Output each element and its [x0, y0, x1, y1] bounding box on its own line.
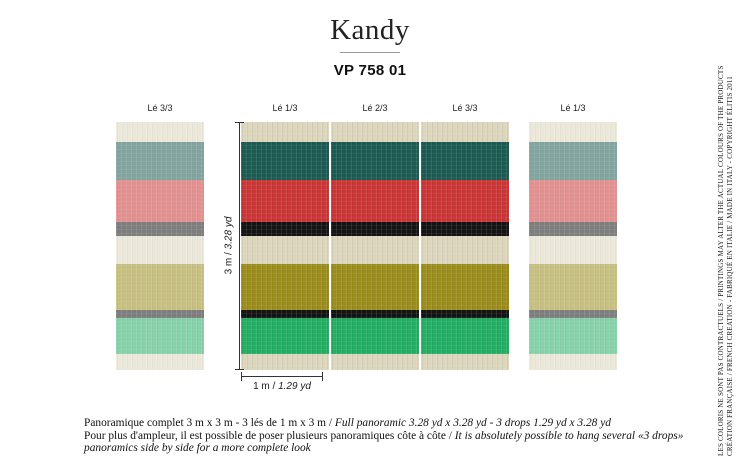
stripe-cream [529, 122, 617, 142]
panel-label-drop-1: Lé 1/3 [272, 103, 298, 113]
stripe-green [241, 318, 329, 354]
stripe-cream [421, 236, 509, 264]
stripe-cream [331, 236, 419, 264]
stripe-green [331, 318, 419, 354]
weave-texture [529, 122, 617, 370]
stripe-red [421, 180, 509, 222]
stripe-black [241, 310, 329, 318]
stripe-cream [241, 354, 329, 370]
stripe-teal [529, 142, 617, 180]
stripe-cream [241, 122, 329, 142]
wallpaper-panel-left-repeat [116, 122, 204, 370]
stripe-teal [331, 142, 419, 180]
stripe-black [331, 222, 419, 236]
stripe-cream [529, 236, 617, 264]
stripe-teal [116, 142, 204, 180]
stripe-cream [116, 122, 204, 142]
width-dimension-tick-right [322, 372, 323, 381]
legal-side-note: LES COLORIS NE SONT PAS CONTRACTUELS / P… [717, 16, 739, 457]
panel-label-drop-3: Lé 3/3 [452, 103, 478, 113]
height-dimension-line [239, 122, 240, 370]
stripe-red [241, 180, 329, 222]
stripe-black [241, 222, 329, 236]
stripe-cream [116, 236, 204, 264]
width-dimension-line [241, 376, 323, 377]
stripe-teal [421, 142, 509, 180]
weave-texture [116, 122, 204, 370]
stripe-red [116, 180, 204, 222]
width-dimension-tick-left [241, 372, 242, 381]
wallpaper-panel-drop-3 [421, 122, 509, 370]
panel-label-right-repeat: Lé 1/3 [560, 103, 586, 113]
product-reference: VP 758 01 [333, 62, 407, 79]
stripe-olive [241, 264, 329, 310]
stripe-black [421, 310, 509, 318]
panoramic-size-line: Panoramique complet 3 m x 3 m - 3 lés de… [84, 417, 611, 429]
stripe-cream [421, 354, 509, 370]
wallpaper-panel-right-repeat [529, 122, 617, 370]
colour-disclaimer: LES COLORIS NE SONT PAS CONTRACTUELS / P… [717, 65, 725, 457]
stripe-black [421, 222, 509, 236]
panoramic-description: Panoramique complet 3 m x 3 m - 3 lés de… [84, 417, 684, 455]
stripe-olive [421, 264, 509, 310]
stripe-black [116, 222, 204, 236]
stripe-red [331, 180, 419, 222]
stripe-olive [331, 264, 419, 310]
stripe-black [529, 222, 617, 236]
panel-label-drop-2: Lé 2/3 [362, 103, 388, 113]
width-dimension-label: 1 m / 1.29 yd [253, 381, 311, 392]
weave-texture [241, 122, 329, 370]
stripe-cream [241, 236, 329, 264]
height-dimension-label: 3 m / 3.28 yd [223, 216, 235, 275]
weave-texture [421, 122, 509, 370]
stripe-cream [331, 122, 419, 142]
weave-texture [331, 122, 419, 370]
wallpaper-panel-drop-1 [241, 122, 329, 370]
stripe-cream [529, 354, 617, 370]
copyright-notice: CRÉATION FRANÇAISE / FRENCH CREATION - F… [726, 75, 734, 456]
panoramic-hanging-note: Pour plus d'ampleur, il est possible de … [84, 429, 684, 455]
stripe-black [116, 310, 204, 318]
panel-label-left-repeat: Lé 3/3 [147, 103, 173, 113]
stripe-green [116, 318, 204, 354]
stripe-cream [116, 354, 204, 370]
stripe-black [529, 310, 617, 318]
collection-title: Kandy [330, 14, 410, 46]
stripe-cream [331, 354, 419, 370]
title-divider [340, 52, 400, 53]
stripe-olive [529, 264, 617, 310]
stripe-green [529, 318, 617, 354]
stripe-black [331, 310, 419, 318]
height-dimension-tick-top [235, 122, 244, 123]
stripe-red [529, 180, 617, 222]
stripe-teal [241, 142, 329, 180]
stripe-cream [421, 122, 509, 142]
stripe-green [421, 318, 509, 354]
height-dimension-tick-bottom [235, 369, 244, 370]
stripe-olive [116, 264, 204, 310]
wallpaper-panel-drop-2 [331, 122, 419, 370]
